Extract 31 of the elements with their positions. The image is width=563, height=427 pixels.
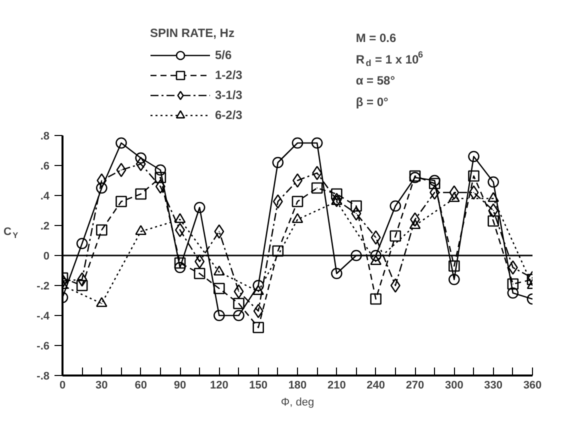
y-tick-label: .8 (40, 130, 50, 142)
text: β = 0° (356, 94, 388, 109)
x-tick-label: 270 (406, 380, 424, 392)
legend-label: 1-2/3 (215, 68, 242, 82)
x-tick-label: 360 (523, 380, 542, 392)
y-tick-label: .4 (40, 190, 50, 202)
x-tick-label: 30 (96, 380, 108, 392)
legend-label: 5/6 (215, 48, 233, 62)
y-tick-label: -.2 (36, 280, 50, 292)
x-tick-label: 150 (249, 380, 268, 392)
x-tick-label: 0 (59, 380, 66, 392)
x-tick-label: 120 (210, 380, 228, 392)
x-axis-title: Φ, deg (280, 396, 314, 408)
text: M = 0.6 (356, 31, 396, 45)
y-tick-label: -.4 (36, 310, 50, 322)
x-tick-label: 240 (366, 380, 386, 392)
y-tick-label: 0 (43, 250, 50, 262)
legend-label: 3-1/3 (215, 88, 242, 102)
legend-title: SPIN RATE, Hz (150, 26, 236, 40)
x-tick-label: 330 (484, 380, 503, 392)
y-tick-label: .2 (40, 220, 50, 232)
y-tick-label: .6 (40, 160, 50, 172)
x-tick-label: 90 (174, 380, 186, 392)
y-tick-label: -.6 (36, 340, 50, 352)
x-tick-label: 300 (444, 380, 464, 392)
text: α = 58° (356, 74, 396, 88)
legend-label: 6-2/3 (215, 108, 242, 122)
x-tick-label: 210 (327, 380, 346, 392)
x-tick-label: 180 (288, 380, 307, 392)
y-tick-label: -.8 (36, 370, 50, 382)
x-tick-label: 60 (134, 380, 147, 392)
